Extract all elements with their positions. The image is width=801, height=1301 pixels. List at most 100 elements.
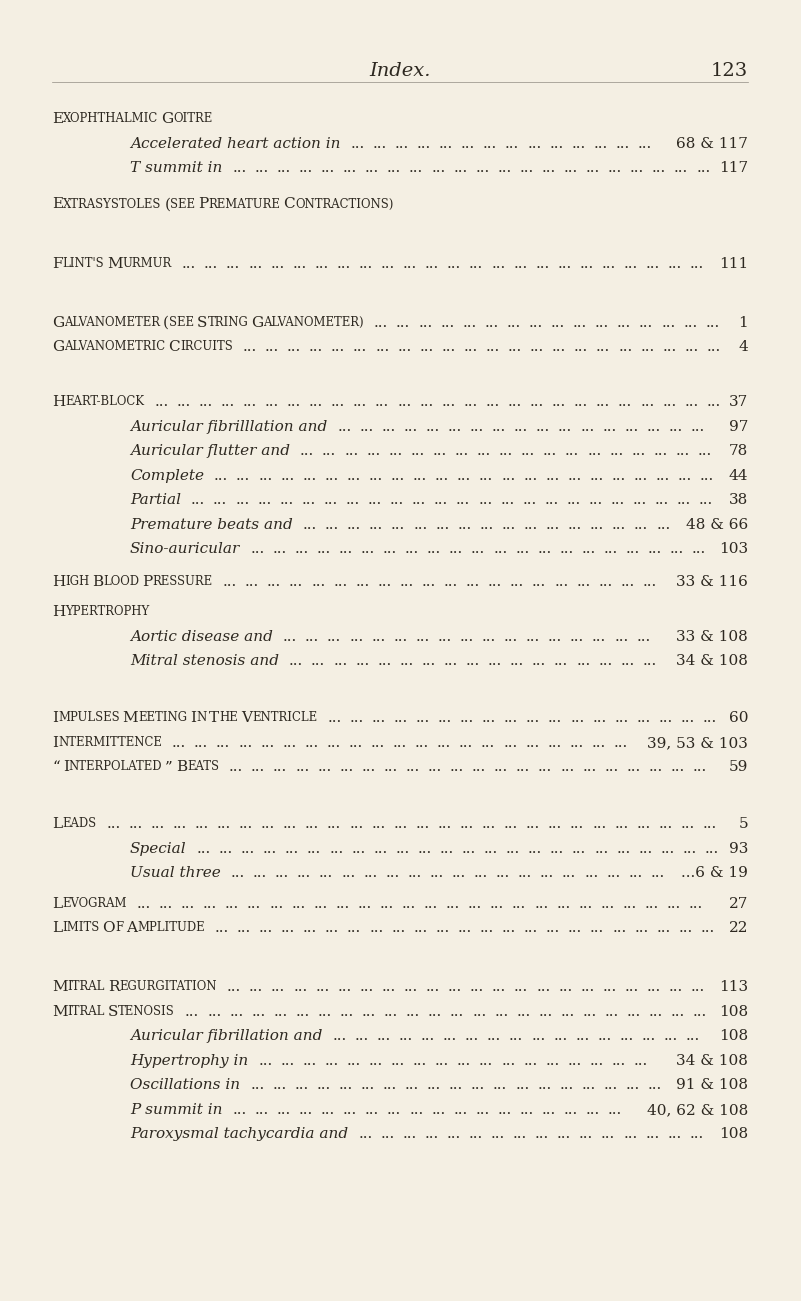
Text: ...: ...: [403, 256, 417, 271]
Text: ...: ...: [501, 468, 515, 483]
Text: ...: ...: [353, 340, 368, 354]
Text: ...: ...: [460, 630, 474, 644]
Text: ...: ...: [523, 1054, 537, 1068]
Text: ...: ...: [425, 1128, 439, 1141]
Text: ...: ...: [441, 396, 456, 410]
Text: ...: ...: [670, 543, 684, 557]
Text: ...: ...: [648, 1079, 662, 1093]
Text: N: N: [196, 712, 207, 725]
Text: ...: ...: [501, 1054, 516, 1068]
Text: ...: ...: [353, 396, 368, 410]
Text: ...: ...: [501, 518, 516, 532]
Text: ...: ...: [570, 817, 585, 831]
Text: ...: ...: [248, 256, 263, 271]
Text: ...: ...: [449, 1079, 463, 1093]
Text: ...: ...: [633, 493, 647, 507]
Text: IRCUITS: IRCUITS: [180, 340, 232, 353]
Text: ...: ...: [608, 161, 622, 176]
Text: ...: ...: [287, 340, 301, 354]
Text: ...: ...: [491, 1128, 505, 1141]
Text: ...: ...: [419, 396, 433, 410]
Text: ...: ...: [280, 468, 295, 483]
Text: ...: ...: [404, 420, 418, 433]
Text: ...: ...: [490, 896, 505, 911]
Text: ...: ...: [185, 1004, 199, 1019]
Text: ...: ...: [448, 981, 462, 994]
Text: ...: ...: [652, 161, 666, 176]
Text: ...: ...: [619, 1029, 634, 1043]
Text: ...: ...: [377, 575, 392, 589]
Text: ...: ...: [501, 493, 514, 507]
Text: ...: ...: [447, 256, 461, 271]
Text: ...: ...: [589, 493, 603, 507]
Text: NTERMITTENCE: NTERMITTENCE: [58, 736, 162, 749]
Text: ...: ...: [324, 493, 338, 507]
Text: ...: ...: [706, 340, 721, 354]
Text: ...: ...: [675, 444, 690, 458]
Text: ...: ...: [255, 161, 268, 176]
Text: REMATURE: REMATURE: [208, 198, 280, 211]
Text: ...: ...: [684, 340, 698, 354]
Text: 39, 53 & 103: 39, 53 & 103: [647, 736, 748, 749]
Text: 59: 59: [729, 760, 748, 774]
Text: P: P: [143, 575, 153, 589]
Text: ...: ...: [496, 866, 510, 881]
Text: ...: ...: [481, 817, 496, 831]
Text: ...: ...: [270, 256, 284, 271]
Text: L: L: [52, 921, 62, 935]
Text: I: I: [52, 736, 58, 749]
Text: ...: ...: [595, 316, 609, 329]
Text: ...: ...: [582, 760, 597, 774]
Text: Index.: Index.: [370, 62, 431, 79]
Text: YPERTROPHY: YPERTROPHY: [65, 605, 150, 618]
Text: G: G: [252, 316, 264, 329]
Text: V: V: [241, 712, 252, 725]
Text: IMITS: IMITS: [62, 921, 99, 934]
Text: MPLITUDE: MPLITUDE: [137, 921, 204, 934]
Text: ...: ...: [590, 1054, 604, 1068]
Text: ...: ...: [541, 1103, 556, 1118]
Text: ...: ...: [620, 654, 634, 669]
Text: ...: ...: [293, 981, 308, 994]
Text: Auricular flutter and: Auricular flutter and: [130, 444, 290, 458]
Text: ...: ...: [303, 921, 317, 935]
Text: ...: ...: [431, 1103, 445, 1118]
Text: 44: 44: [728, 468, 748, 483]
Text: H: H: [52, 396, 65, 410]
Text: HE: HE: [219, 712, 238, 725]
Text: ...: ...: [425, 420, 440, 433]
Text: ...: ...: [626, 1079, 640, 1093]
Text: ...: ...: [510, 575, 524, 589]
Text: ...: ...: [614, 630, 629, 644]
Text: ...: ...: [280, 1054, 295, 1068]
Text: ...: ...: [360, 543, 375, 557]
Text: ...: ...: [469, 1128, 483, 1141]
Text: ...: ...: [639, 316, 654, 329]
Text: ...: ...: [576, 654, 590, 669]
Text: ...: ...: [441, 340, 456, 354]
Text: ...: ...: [292, 256, 307, 271]
Text: ...: ...: [661, 316, 675, 329]
Text: ...: ...: [219, 842, 233, 856]
Text: ...: ...: [527, 137, 541, 151]
Text: ...: ...: [450, 760, 464, 774]
Text: ...: ...: [380, 1128, 394, 1141]
Text: ...: ...: [299, 161, 313, 176]
Text: ...: ...: [387, 161, 401, 176]
Text: ...: ...: [669, 981, 683, 994]
Text: ...: ...: [387, 1103, 401, 1118]
Text: ...: ...: [686, 1029, 700, 1043]
Text: ...: ...: [421, 1029, 435, 1043]
Text: I: I: [190, 712, 196, 725]
Text: ...: ...: [380, 896, 394, 911]
Text: ...: ...: [304, 736, 319, 749]
Text: ...: ...: [612, 518, 626, 532]
Text: 113: 113: [718, 981, 748, 994]
Text: ...: ...: [586, 1103, 600, 1118]
Text: ...: ...: [514, 981, 529, 994]
Text: ...: ...: [587, 444, 602, 458]
Text: ...: ...: [261, 817, 275, 831]
Text: ...: ...: [255, 1103, 269, 1118]
Text: ...: ...: [452, 866, 466, 881]
Text: ALVANOMETER: ALVANOMETER: [64, 316, 160, 329]
